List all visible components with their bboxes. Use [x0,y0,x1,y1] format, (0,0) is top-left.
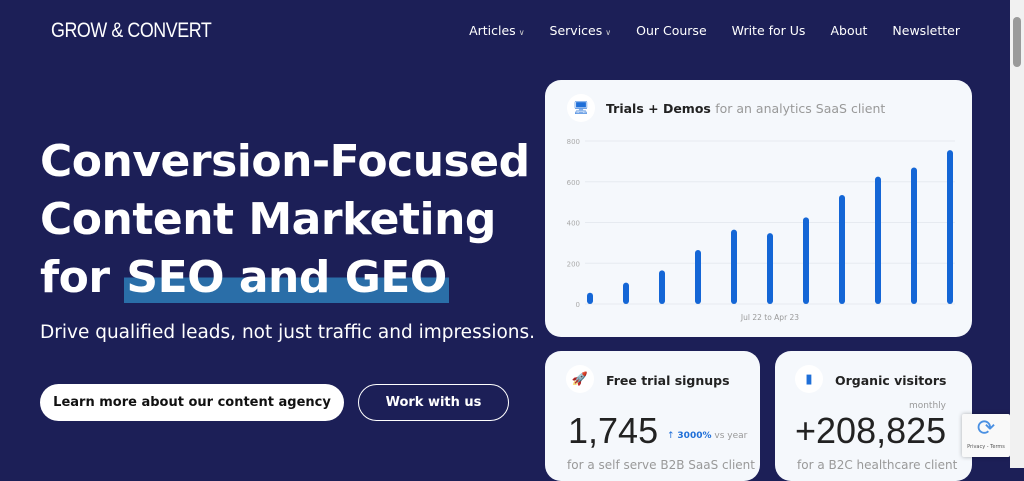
signups-card: 🚀 Free trial signups 1,745 ↑ 3000% vs ye… [545,351,760,481]
title-line: Content Marketing [40,194,496,245]
title-line: for [40,252,125,303]
hero-title: Conversion-Focused Content Marketing for… [40,133,560,307]
change-value: 3000% [677,431,712,441]
trials-card: 🖥 Trials + Demos for an analytics SaaS c… [545,80,972,337]
card-subtitle: for an analytics SaaS client [715,101,886,116]
title-line: Conversion-Focused [40,136,530,187]
chevron-down-icon: ∨ [518,28,525,37]
bar [803,217,809,304]
signups-value: 1,745 [568,410,659,451]
card-title: Trials + Demos for an analytics SaaS cli… [606,101,885,116]
bar-chart-icon: ▮ [795,365,823,393]
visitors-card: ▮ Organic visitors monthly +208,825 for … [775,351,972,481]
nav-articles[interactable]: Articles ∨ [469,23,524,38]
y-tick-label: 0 [576,301,580,309]
scrollbar[interactable] [1010,0,1024,468]
work-with-us-button[interactable]: Work with us [358,384,509,421]
bar [947,150,953,304]
nav-label: Articles [469,23,516,38]
card-description: for a self serve B2B SaaS client [567,458,755,472]
change-label: vs year [714,431,748,441]
hero-subtitle: Drive qualified leads, not just traffic … [40,322,536,343]
bar [911,167,917,304]
title-highlight: SEO and GEO [124,252,449,303]
y-tick-label: 600 [567,179,580,187]
recaptcha-icon: ⟳ [976,416,996,441]
nav-label: Services [549,23,603,38]
y-tick-label: 800 [567,138,580,146]
x-axis-label: Jul 22 to Apr 23 [740,313,799,322]
scrollbar-thumb[interactable] [1013,17,1021,67]
trials-chart: 0 200 400 600 800 Jul 22 to Apr 23 [567,138,955,322]
bar [767,233,773,304]
period-label: monthly [908,401,946,411]
change-indicator: ↑ 3000% vs year [667,431,747,441]
card-title: Free trial signups [606,373,730,388]
card-title: Organic visitors [835,373,947,388]
y-tick-label: 200 [567,260,580,268]
bar [659,270,665,304]
visitors-value: +208,825 [795,410,947,451]
arrow-up-icon: ↑ [667,431,675,441]
nav-services[interactable]: Services ∨ [550,23,612,38]
chevron-down-icon: ∨ [605,28,612,37]
main-nav: Articles ∨ Services ∨ Our Course Write for… [469,23,960,38]
bar [623,282,629,304]
card-description: for a B2C healthcare client [797,458,958,472]
bar [587,292,593,304]
card-title-text: Trials + Demos [606,101,711,116]
bar [839,194,845,304]
monitor-icon: 🖥 [567,94,595,122]
rocket-icon: 🚀 [566,365,594,393]
logo[interactable]: GROW & CONVERT [51,19,212,42]
nav-write-for-us[interactable]: Write for Us [731,23,806,38]
bar [875,176,881,304]
y-tick-label: 400 [567,220,580,228]
bar [695,250,701,304]
recaptcha-links[interactable]: Privacy - Terms [967,444,1005,450]
recaptcha-badge[interactable]: ⟳ Privacy - Terms [962,414,1010,457]
nav-newsletter[interactable]: Newsletter [892,23,960,38]
bar [731,229,737,304]
nav-about[interactable]: About [830,23,868,38]
nav-our-course[interactable]: Our Course [636,23,707,38]
learn-more-button[interactable]: Learn more about our content agency [40,384,344,421]
